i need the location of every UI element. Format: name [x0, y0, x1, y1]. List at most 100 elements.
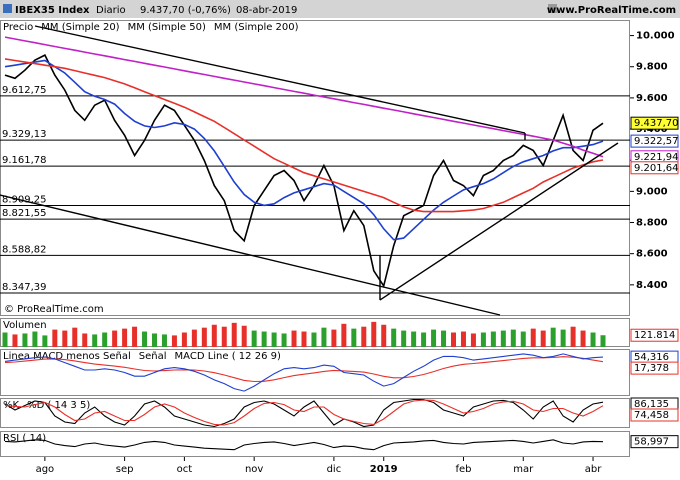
- value-box: [630, 435, 679, 449]
- volume-bar: [361, 326, 367, 347]
- value-box-label: 9.201,64: [634, 163, 679, 174]
- value-box-label: 17,378: [634, 363, 669, 374]
- value-box: [630, 116, 679, 130]
- y-tick-label: 10.000: [636, 31, 675, 42]
- volume-bar: [401, 330, 407, 347]
- volume-bar: [241, 325, 247, 347]
- volume-bar: [42, 335, 48, 347]
- volume-bar: [550, 327, 556, 347]
- indicator-line: [4, 356, 604, 383]
- header-icon: [3, 4, 12, 13]
- volume-bar: [451, 332, 456, 347]
- volume-bar: [510, 329, 516, 347]
- panel-label: MM (Simple 200): [214, 22, 299, 33]
- panel: [0, 398, 630, 428]
- panels: 8.4008.6008.8009.0009.2009.4009.6009.800…: [0, 20, 679, 475]
- volume-bar: [291, 330, 297, 347]
- volume-bar: [142, 331, 148, 347]
- panel-label: %K: [3, 400, 20, 411]
- header-bar: [0, 0, 680, 18]
- volume-bar: [311, 332, 317, 347]
- trend-line: [34, 25, 526, 134]
- panel: [0, 431, 630, 457]
- volume-bar: [421, 332, 427, 347]
- panel-label: Precio: [3, 22, 33, 33]
- value-box-label: 74,458: [634, 410, 669, 421]
- indicator-line: [4, 58, 604, 213]
- panel: [0, 20, 630, 316]
- volume-bar: [540, 330, 546, 347]
- volume-bar: [72, 327, 78, 347]
- header-icon: [548, 4, 557, 13]
- volume-bar: [580, 330, 586, 347]
- volume-bar: [480, 332, 486, 347]
- x-tick-label: feb: [455, 464, 471, 475]
- volume-bar: [181, 332, 187, 347]
- period: Diario: [96, 5, 126, 16]
- x-tick-label: dic: [327, 464, 342, 475]
- quote: 9.437,70 (-0,76%): [140, 5, 231, 16]
- x-tick-label: nov: [245, 464, 263, 475]
- volume-bar: [351, 328, 357, 347]
- volume-bar: [520, 331, 526, 347]
- volume-bar: [331, 329, 337, 347]
- copyright: © ProRealTime.com: [4, 304, 104, 315]
- indicator-line: [4, 36, 604, 158]
- y-tick-label: 8.400: [636, 280, 668, 291]
- volume-bar: [570, 326, 576, 347]
- volume-bar: [281, 333, 287, 347]
- volume-bar: [271, 332, 277, 347]
- x-tick-label: sep: [116, 464, 134, 475]
- date: 08-abr-2019: [236, 5, 297, 16]
- volume-bar: [161, 334, 167, 347]
- volume-bar: [301, 331, 307, 347]
- panel-label: %D ( 14 3 5): [27, 400, 90, 411]
- volume-bar: [2, 332, 8, 347]
- level-label: 8.909,25: [2, 195, 47, 206]
- volume-bar: [82, 333, 88, 347]
- volume-bar: [191, 329, 197, 347]
- value-box-label: 9.221,94: [634, 152, 679, 163]
- volume-bar: [211, 324, 217, 347]
- volume-bar: [62, 330, 68, 347]
- volume-bar: [152, 333, 157, 347]
- volume-bar: [600, 335, 606, 347]
- value-box: [630, 361, 679, 375]
- x-tick-label: ago: [36, 464, 55, 475]
- panel-label: MM (Simple 20): [41, 22, 119, 33]
- volume-bar: [261, 331, 267, 347]
- panel-label: MM (Simple 50): [128, 22, 206, 33]
- value-box-label: 9.437,70: [634, 118, 679, 129]
- volume-bar: [341, 323, 347, 347]
- volume-bar: [92, 334, 98, 347]
- value-box-label: 58,997: [634, 437, 669, 448]
- trend-line: [379, 142, 619, 301]
- volume-bar: [132, 326, 138, 347]
- volume-bar: [32, 331, 38, 347]
- panel-label: Señal: [139, 351, 167, 362]
- x-tick-label: mar: [513, 464, 534, 475]
- indicator-line: [4, 439, 604, 451]
- volume-bar: [560, 329, 566, 347]
- volume-bar: [102, 332, 108, 347]
- indicator-line: [4, 59, 604, 241]
- trend-lines: [0, 25, 619, 316]
- volume-bar: [431, 329, 437, 347]
- value-box-label: 9.322,57: [634, 136, 679, 147]
- y-tick-label: 9.000: [636, 186, 668, 197]
- volume-bar: [251, 330, 257, 347]
- panel-label: Volumen: [3, 320, 47, 331]
- volume-bar: [12, 334, 18, 347]
- indicator-line: [4, 399, 604, 426]
- value-box-label: 54,316: [634, 352, 669, 363]
- y-tick-label: 8.600: [636, 249, 668, 260]
- volume-bar: [381, 324, 387, 347]
- x-tick-label: abr: [585, 464, 602, 475]
- level-label: 9.612,75: [2, 85, 47, 96]
- volume-bar: [490, 331, 496, 347]
- value-box: [630, 161, 679, 175]
- trend-line: [0, 194, 501, 316]
- panel-label: MACD Line ( 12 26 9): [175, 351, 281, 362]
